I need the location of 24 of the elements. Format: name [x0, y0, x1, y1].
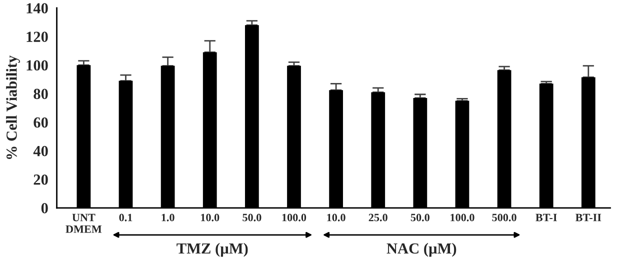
y-tick-label: 80	[34, 88, 48, 100]
x-tick-label: 100.0	[282, 214, 306, 222]
x-tick-label: 100.0	[450, 214, 474, 222]
text: NAC (µM)	[386, 242, 456, 257]
x-tick-label: BT-II	[576, 214, 602, 222]
y-tick-label: 100	[26, 60, 48, 71]
x-tick-label: 25.0	[368, 214, 388, 222]
y-tick-label: 40	[33, 146, 48, 156]
x-tick-label: 0.1	[119, 214, 132, 222]
x-tick-label: 10.0	[201, 214, 220, 222]
x-tick-label: 50.0	[410, 214, 430, 222]
x-tick-label: BT-I	[536, 214, 557, 222]
y-tick-label: 20	[34, 174, 48, 185]
y-axis-title: % Cell Viability	[6, 55, 20, 159]
x-tick-label: 10.0	[327, 214, 346, 222]
y-tick-label: 120	[26, 32, 48, 42]
y-tick-label: 60	[34, 117, 48, 128]
text: TMZ (µM)	[176, 242, 248, 257]
x-tick-label: 50.0	[242, 214, 262, 222]
y-tick-label: 140	[26, 3, 48, 14]
x-tick-label: 1.0	[162, 214, 174, 222]
x-tick-label: 500.0	[492, 214, 516, 222]
y-tick-label: 0	[41, 203, 48, 214]
x-tick-label: UNT DMEM	[66, 214, 102, 233]
